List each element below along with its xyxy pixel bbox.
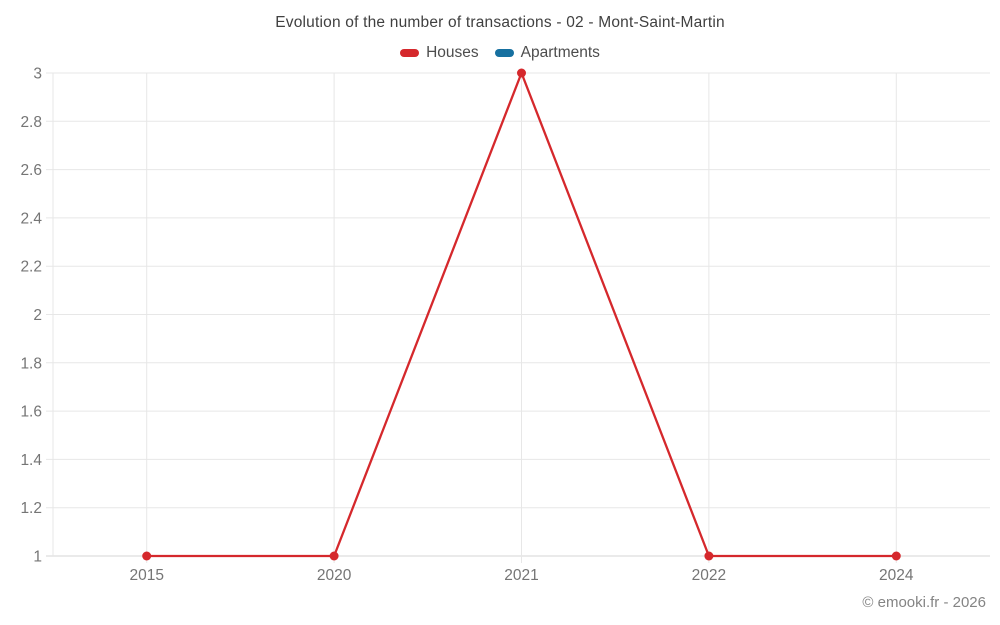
y-tick-label: 1.4 [20, 452, 42, 469]
y-tick-label: 2.6 [20, 162, 42, 179]
x-tick-label: 2020 [317, 567, 352, 584]
y-tick-label: 2.2 [20, 259, 42, 276]
x-tick-label: 2021 [504, 567, 538, 584]
x-tick-label: 2024 [879, 567, 914, 584]
data-point-marker[interactable] [517, 68, 526, 78]
y-tick-label: 1.8 [20, 355, 42, 372]
data-point-marker[interactable] [329, 551, 339, 561]
houses-series-swatch-icon [400, 49, 420, 57]
apartments-series-swatch-icon [494, 49, 514, 57]
legend-item-apartments[interactable]: Apartments [494, 44, 600, 62]
legend-label-apartments: Apartments [520, 44, 600, 61]
data-point-marker[interactable] [891, 551, 901, 561]
chart-title: Evolution of the number of transactions … [275, 14, 725, 31]
data-point-marker[interactable] [142, 551, 152, 561]
y-tick-label: 2.4 [20, 210, 42, 227]
y-tick-label: 2.8 [20, 114, 42, 131]
copyright-text: © emooki.fr - 2026 [862, 594, 986, 611]
y-tick-label: 2 [33, 307, 42, 324]
legend-item-houses[interactable]: Houses [400, 44, 479, 62]
x-tick-label: 2022 [692, 567, 726, 584]
y-tick-label: 1.2 [20, 500, 42, 517]
chart-legend: Houses Apartments [0, 44, 1000, 62]
y-tick-label: 1.6 [20, 404, 42, 421]
data-point-marker[interactable] [704, 551, 714, 561]
y-tick-label: 1 [33, 549, 42, 566]
x-tick-label: 2015 [129, 567, 163, 584]
legend-label-houses: Houses [426, 44, 479, 61]
y-tick-label: 3 [33, 66, 42, 83]
